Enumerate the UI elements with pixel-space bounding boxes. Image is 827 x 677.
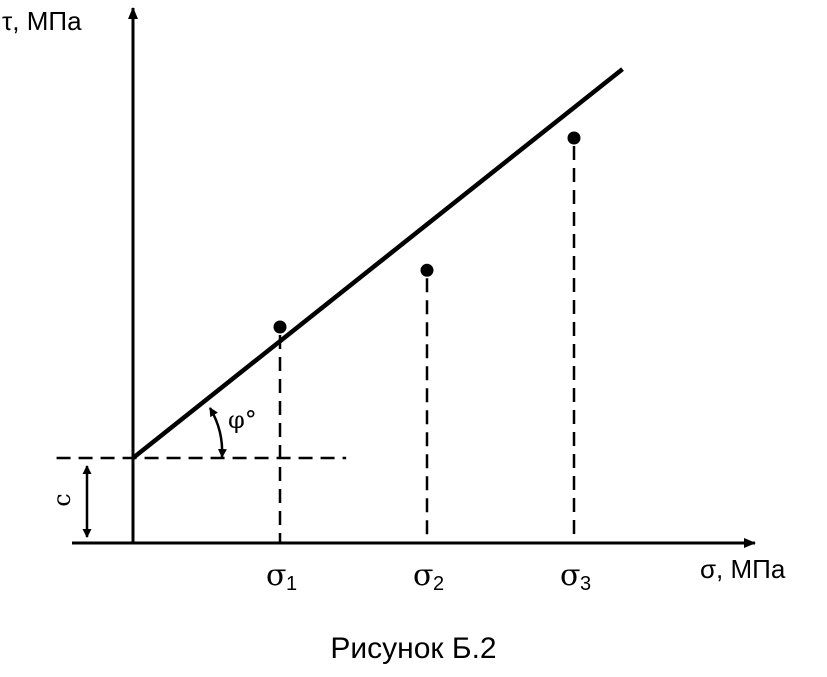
x-axis-label: σ, МПа	[700, 554, 786, 584]
data-points	[273, 131, 581, 334]
x-tick-label-3: σ	[560, 558, 580, 593]
data-point-3	[567, 131, 581, 145]
x-tick-subscript-3: 3	[580, 573, 591, 595]
y-axis-label: τ, МПа	[2, 6, 82, 36]
data-point-1	[273, 320, 287, 334]
angle-label: φ°	[228, 406, 257, 434]
x-tick-subscript-1: 1	[286, 573, 297, 595]
reference-dashes	[56, 146, 576, 543]
x-tick-label-2: σ	[413, 558, 433, 593]
intercept-label: c	[48, 493, 76, 506]
angle-arc	[208, 407, 227, 458]
fit-line-group	[131, 67, 624, 460]
data-point-2	[420, 263, 434, 277]
fit-line	[131, 67, 624, 460]
figure-caption: Рисунок Б.2	[330, 632, 497, 665]
x-tick-label-1: σ	[266, 558, 286, 593]
x-tick-subscript-2: 2	[433, 573, 444, 595]
